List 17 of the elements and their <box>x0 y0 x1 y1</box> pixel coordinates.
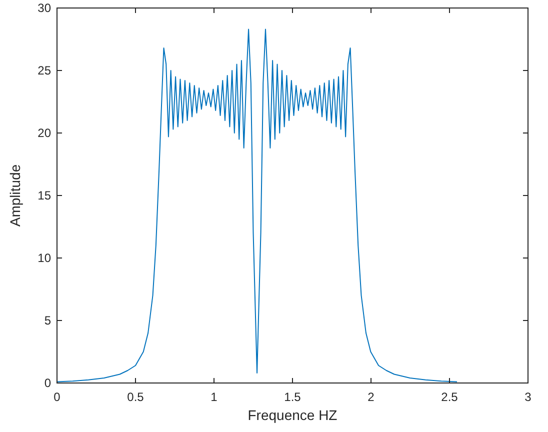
y-tick-label: 30 <box>38 1 52 15</box>
y-tick-label: 20 <box>38 126 52 140</box>
y-tick-label: 25 <box>38 64 52 78</box>
x-tick-label: 1.5 <box>284 390 302 404</box>
x-tick-label: 1 <box>210 390 218 404</box>
x-tick-label: 0.5 <box>127 390 144 404</box>
y-tick-label: 0 <box>44 376 52 390</box>
x-tick-label: 3 <box>524 390 532 404</box>
x-tick-label: 2.5 <box>441 390 458 404</box>
line-series <box>56 28 458 382</box>
x-tick-label: 2 <box>368 390 375 404</box>
y-tick-label: 15 <box>38 188 52 202</box>
x-tick-label: 0 <box>54 390 61 404</box>
y-axis-title: Amplitude <box>7 164 23 227</box>
y-tick-label: 5 <box>44 314 52 328</box>
y-tick-label: 10 <box>38 251 52 265</box>
x-axis-title: Frequence HZ <box>248 407 338 423</box>
